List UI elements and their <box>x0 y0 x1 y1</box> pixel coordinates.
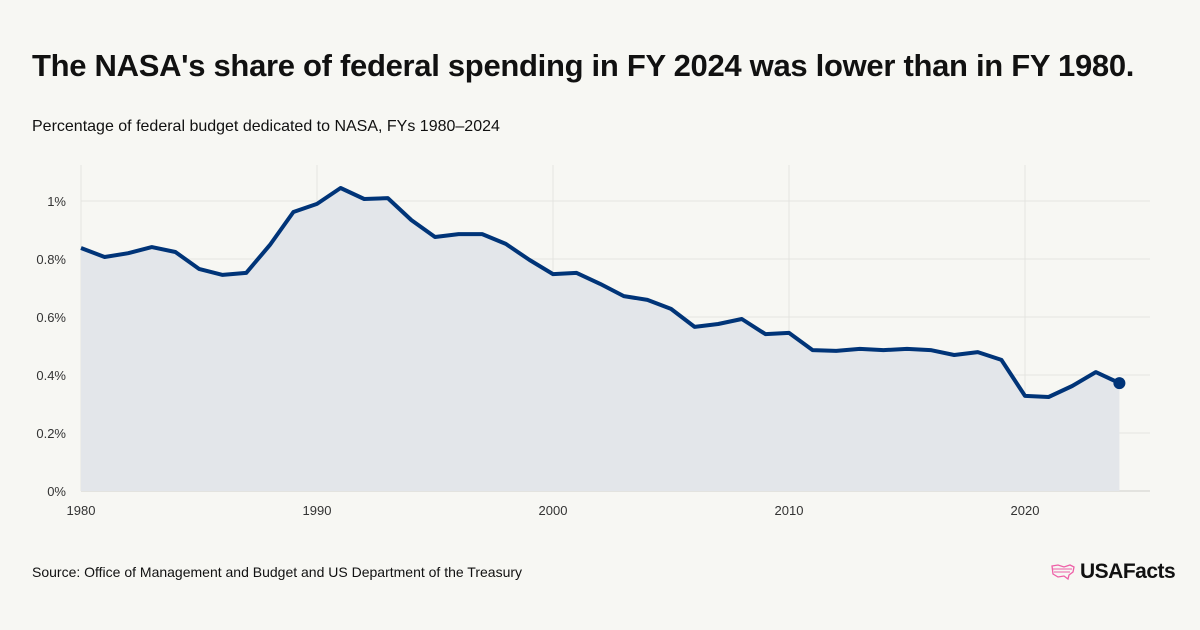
end-point-marker <box>1113 377 1126 390</box>
x-tick-label: 2020 <box>1011 503 1040 518</box>
y-tick-label: 0% <box>47 484 66 499</box>
y-tick-label: 0.8% <box>36 252 66 267</box>
usafacts-logo: USAFacts <box>1050 560 1176 584</box>
series-line <box>80 186 1121 399</box>
us-map-icon <box>1051 564 1075 581</box>
y-tick-label: 0.4% <box>36 368 66 383</box>
axis-ticks: 0% 0.2% 0.4% 0.6% 0.8% 1% 1980 1990 2000 2010 2020 <box>36 194 1039 518</box>
x-tick-label: 1990 <box>303 503 332 518</box>
area-fill <box>81 188 1120 491</box>
x-tick-label: 2000 <box>539 503 568 518</box>
chart-subtitle: Percentage of federal budget dedicated t… <box>32 118 500 135</box>
x-tick-label: 2010 <box>775 503 804 518</box>
source-note: Source: Office of Management and Budget … <box>32 564 523 580</box>
x-tick-label: 1980 <box>67 503 96 518</box>
logo-text: USAFacts <box>1080 560 1176 583</box>
y-tick-label: 0.2% <box>36 426 66 441</box>
y-tick-label: 0.6% <box>36 310 66 325</box>
chart-title: The NASA's share of federal spending in … <box>32 48 1135 83</box>
y-tick-label: 1% <box>47 194 66 209</box>
